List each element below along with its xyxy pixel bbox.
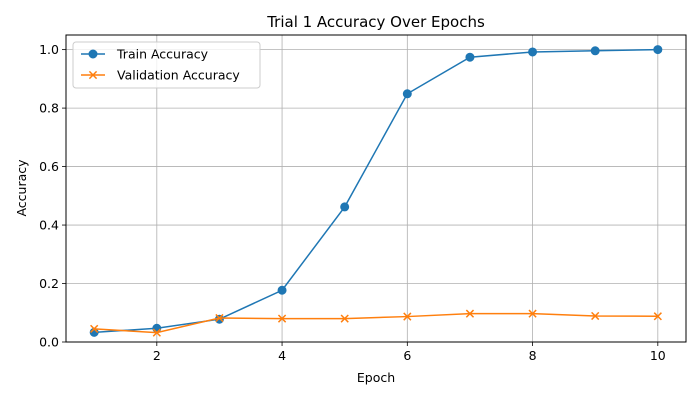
legend-label-validation-accuracy: Validation Accuracy	[117, 68, 240, 83]
y-tick-label: 0.4	[39, 218, 59, 233]
validation-accuracy-point	[340, 314, 349, 323]
axis-ticks: 2 4 6 8 10 0.0 0.2 0.4 0.6 0.8 1.0	[39, 42, 666, 363]
x-axis-label: Epoch	[357, 370, 395, 385]
y-tick-label: 0.8	[39, 101, 59, 116]
validation-accuracy-point	[591, 311, 600, 321]
validation-accuracy-point	[152, 328, 161, 337]
plot-frame	[65, 34, 687, 343]
validation-accuracy-point	[90, 324, 99, 333]
train-accuracy-line	[94, 48, 658, 334]
x-tick-label: 8	[529, 348, 537, 363]
legend-marker-train-accuracy	[88, 49, 98, 59]
validation-accuracy-point	[465, 309, 475, 318]
train-accuracy-point	[590, 46, 600, 56]
y-tick-label: 1.0	[39, 42, 59, 57]
y-tick-label: 0.0	[39, 335, 59, 350]
train-accuracy-point	[465, 52, 475, 62]
legend-label-train-accuracy: Train Accuracy	[116, 47, 209, 62]
train-accuracy-point	[277, 285, 287, 295]
train-accuracy-point	[402, 89, 412, 99]
validation-accuracy-point	[403, 312, 412, 321]
validation-accuracy-point	[215, 313, 224, 323]
validation-accuracy-point	[277, 314, 287, 323]
x-tick-label: 4	[278, 348, 286, 363]
legend-marker-validation-accuracy	[88, 70, 98, 80]
legend-box	[72, 41, 261, 89]
y-axis-label: Accuracy	[14, 159, 29, 217]
y-tick-label: 0.2	[39, 276, 59, 291]
validation-accuracy-point	[528, 309, 537, 318]
x-tick-label: 6	[403, 348, 411, 363]
train-accuracy-point	[528, 47, 538, 57]
x-tick-label: 10	[650, 348, 666, 363]
validation-accuracy-point	[653, 312, 662, 321]
validation-accuracy-line	[94, 312, 658, 334]
train-accuracy-point	[653, 45, 663, 55]
train-accuracy-point	[152, 323, 162, 333]
series-layer	[89, 45, 663, 337]
x-tick-label: 2	[153, 348, 161, 363]
train-accuracy-point	[340, 202, 350, 212]
chart-title: Trial 1 Accuracy Over Epochs	[266, 13, 485, 31]
y-tick-label: 0.6	[39, 159, 59, 174]
legend: Train Accuracy Validation Accuracy	[72, 41, 261, 89]
